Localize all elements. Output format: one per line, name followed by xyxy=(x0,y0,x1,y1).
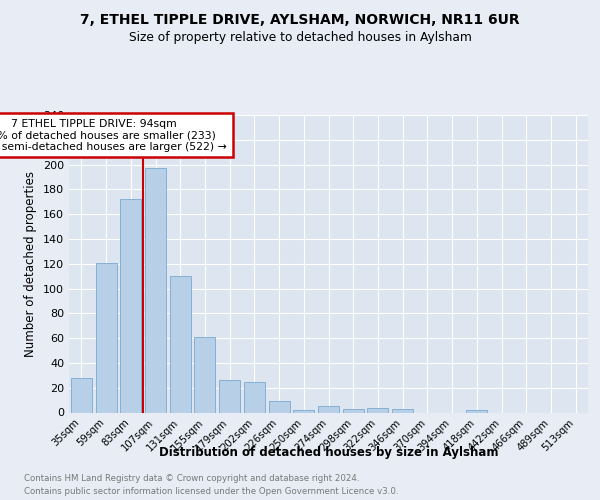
Y-axis label: Number of detached properties: Number of detached properties xyxy=(25,171,37,357)
Text: Contains public sector information licensed under the Open Government Licence v3: Contains public sector information licen… xyxy=(24,487,398,496)
Bar xyxy=(120,200,141,412)
Bar xyxy=(343,409,364,412)
Text: Contains HM Land Registry data © Crown copyright and database right 2024.: Contains HM Land Registry data © Crown c… xyxy=(24,474,359,483)
Bar xyxy=(293,410,314,412)
Bar xyxy=(367,408,388,412)
Text: Distribution of detached houses by size in Aylsham: Distribution of detached houses by size … xyxy=(159,446,499,459)
Bar xyxy=(269,402,290,412)
Bar xyxy=(194,337,215,412)
Bar xyxy=(71,378,92,412)
Text: 7, ETHEL TIPPLE DRIVE, AYLSHAM, NORWICH, NR11 6UR: 7, ETHEL TIPPLE DRIVE, AYLSHAM, NORWICH,… xyxy=(80,12,520,26)
Text: 7 ETHEL TIPPLE DRIVE: 94sqm
← 31% of detached houses are smaller (233)
69% of se: 7 ETHEL TIPPLE DRIVE: 94sqm ← 31% of det… xyxy=(0,118,227,152)
Bar xyxy=(318,406,339,412)
Bar xyxy=(219,380,240,412)
Bar xyxy=(244,382,265,412)
Bar xyxy=(392,409,413,412)
Bar xyxy=(95,262,116,412)
Bar xyxy=(145,168,166,412)
Text: Size of property relative to detached houses in Aylsham: Size of property relative to detached ho… xyxy=(128,31,472,44)
Bar xyxy=(170,276,191,412)
Bar xyxy=(466,410,487,412)
